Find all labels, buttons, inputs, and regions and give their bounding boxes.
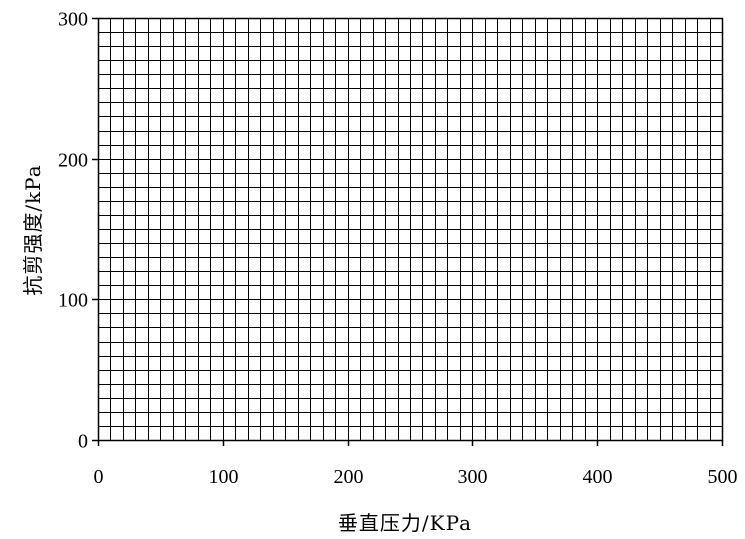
x-axis-title: 垂直压力/KPa bbox=[338, 511, 472, 535]
y-axis-ticks: 0 100 200 300 bbox=[58, 9, 98, 453]
plot-frame bbox=[97, 17, 724, 442]
y-tick-label: 200 bbox=[58, 150, 88, 172]
axes bbox=[97, 17, 724, 442]
x-tick-label: 300 bbox=[458, 466, 488, 488]
x-axis-ticks: 0 100 200 300 400 500 bbox=[94, 440, 738, 488]
x-tick-label: 200 bbox=[334, 466, 364, 488]
y-tick-label: 100 bbox=[58, 290, 88, 312]
y-tick-label: 300 bbox=[58, 9, 88, 31]
y-axis-title: 抗剪强度/kPa bbox=[21, 164, 45, 295]
x-tick-label: 500 bbox=[708, 466, 738, 488]
x-tick-label: 0 bbox=[94, 466, 104, 488]
x-tick-label: 100 bbox=[209, 466, 239, 488]
x-tick-label: 400 bbox=[583, 466, 613, 488]
grid bbox=[98, 18, 722, 440]
y-tick-label: 0 bbox=[78, 431, 88, 453]
